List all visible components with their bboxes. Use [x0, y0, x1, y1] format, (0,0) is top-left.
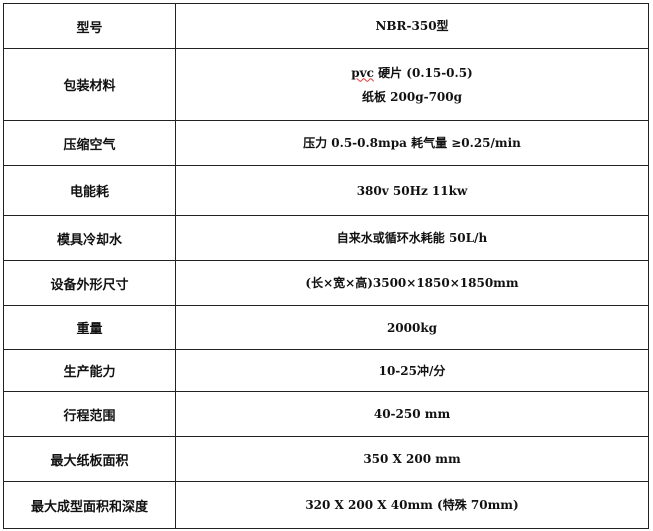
spec-label: 行程范围 — [3, 391, 176, 437]
spec-value-line: 自来水或循环水耗能 50L/h — [336, 231, 488, 245]
spec-value-line: 10-25冲/分 — [378, 363, 446, 378]
table-row: 电能耗 380v 50Hz 11kw — [3, 165, 649, 216]
spec-label: 包装材料 — [3, 48, 176, 121]
table-row: 重量 2000kg — [3, 305, 649, 350]
spec-label: 生产能力 — [3, 349, 176, 392]
spec-label: 重量 — [3, 305, 176, 350]
spec-value-line: 压力 0.5-0.8mpa 耗气量 ≥0.25/min — [303, 136, 521, 150]
spec-value: NBR-350型 — [175, 3, 649, 49]
table-row: 生产能力 10-25冲/分 — [3, 349, 649, 392]
spec-value-line: 320 X 200 X 40mm (特殊 70mm) — [305, 498, 519, 512]
spec-value: 自来水或循环水耗能 50L/h — [175, 215, 649, 261]
spec-label: 最大纸板面积 — [3, 436, 176, 482]
spec-value: 10-25冲/分 — [175, 349, 649, 392]
spec-value-line: 40-250 mm — [373, 407, 451, 421]
spec-value-line: 纸板 200g-700g — [361, 89, 463, 104]
table-row: 最大成型面积和深度 320 X 200 X 40mm (特殊 70mm) — [3, 481, 649, 529]
spec-label: 设备外形尺寸 — [3, 260, 176, 306]
spec-label: 压缩空气 — [3, 120, 176, 166]
spec-table: 型号 NBR-350型包装材料 pvc 硬片 (0.15-0.5) 纸板 200g-7… — [3, 3, 649, 529]
spec-value-line: 350 X 200 mm — [363, 452, 461, 466]
spec-value: 2000kg — [175, 305, 649, 350]
spec-label: 电能耗 — [3, 165, 176, 216]
table-row: 型号 NBR-350型 — [3, 3, 649, 49]
table-row: 行程范围 40-250 mm — [3, 391, 649, 437]
spellcheck-underline: pvc — [351, 65, 374, 80]
spec-value: (长×宽×高)3500×1850×1850mm — [175, 260, 649, 306]
spec-value-line: 380v 50Hz 11kw — [356, 183, 468, 198]
table-row: 包装材料 pvc 硬片 (0.15-0.5) 纸板 200g-700g — [3, 48, 649, 121]
spec-value-line: 2000kg — [386, 320, 438, 335]
spec-value: 压力 0.5-0.8mpa 耗气量 ≥0.25/min — [175, 120, 649, 166]
spec-value: pvc 硬片 (0.15-0.5) 纸板 200g-700g — [175, 48, 649, 121]
spec-value: 320 X 200 X 40mm (特殊 70mm) — [175, 481, 649, 529]
spec-value-line: pvc 硬片 (0.15-0.5) — [351, 65, 473, 80]
spec-value: 380v 50Hz 11kw — [175, 165, 649, 216]
table-row: 压缩空气 压力 0.5-0.8mpa 耗气量 ≥0.25/min — [3, 120, 649, 166]
spec-label: 模具冷却水 — [3, 215, 176, 261]
spec-label: 最大成型面积和深度 — [3, 481, 176, 529]
spec-value: 40-250 mm — [175, 391, 649, 437]
spec-label: 型号 — [3, 3, 176, 49]
spec-value-line: NBR-350型 — [375, 19, 449, 33]
spec-value: 350 X 200 mm — [175, 436, 649, 482]
spec-value-line: (长×宽×高)3500×1850×1850mm — [305, 276, 519, 290]
table-row: 模具冷却水 自来水或循环水耗能 50L/h — [3, 215, 649, 261]
table-row: 设备外形尺寸 (长×宽×高)3500×1850×1850mm — [3, 260, 649, 306]
table-row: 最大纸板面积 350 X 200 mm — [3, 436, 649, 482]
